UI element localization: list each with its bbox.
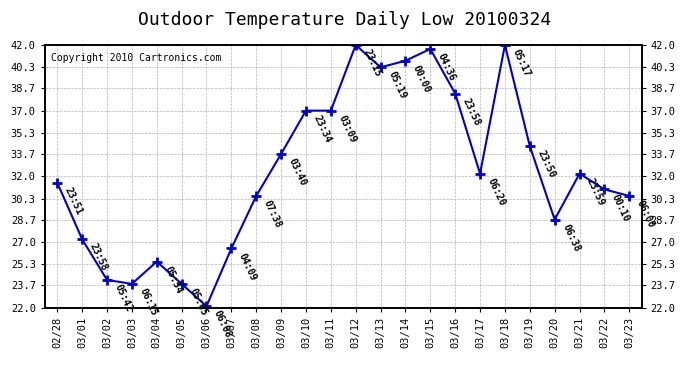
Text: Outdoor Temperature Daily Low 20100324: Outdoor Temperature Daily Low 20100324 bbox=[139, 11, 551, 29]
Text: 07:38: 07:38 bbox=[262, 199, 284, 230]
Text: 06:00: 06:00 bbox=[635, 199, 656, 230]
Text: 06:15: 06:15 bbox=[137, 286, 159, 318]
Text: 00:10: 00:10 bbox=[610, 192, 631, 223]
Text: 04:36: 04:36 bbox=[436, 52, 457, 82]
Text: 23:15: 23:15 bbox=[362, 48, 383, 79]
Text: 05:17: 05:17 bbox=[511, 48, 532, 79]
Text: Copyright 2010 Cartronics.com: Copyright 2010 Cartronics.com bbox=[51, 53, 221, 63]
Text: 04:09: 04:09 bbox=[237, 251, 258, 282]
Text: 23:59: 23:59 bbox=[585, 176, 607, 207]
Text: 06:38: 06:38 bbox=[560, 222, 582, 253]
Text: 23:50: 23:50 bbox=[535, 149, 557, 180]
Text: 05:42: 05:42 bbox=[112, 283, 134, 314]
Text: 06:08: 06:08 bbox=[212, 309, 233, 340]
Text: 23:58: 23:58 bbox=[88, 242, 109, 273]
Text: 05:54: 05:54 bbox=[162, 264, 184, 295]
Text: 23:58: 23:58 bbox=[461, 96, 482, 127]
Text: 00:00: 00:00 bbox=[411, 63, 433, 94]
Text: 05:05: 05:05 bbox=[187, 286, 208, 318]
Text: 03:40: 03:40 bbox=[286, 157, 308, 188]
Text: 23:51: 23:51 bbox=[63, 186, 84, 216]
Text: 05:19: 05:19 bbox=[386, 70, 408, 101]
Text: 03:09: 03:09 bbox=[337, 113, 358, 144]
Text: 23:34: 23:34 bbox=[311, 113, 333, 144]
Text: 06:20: 06:20 bbox=[486, 176, 507, 207]
